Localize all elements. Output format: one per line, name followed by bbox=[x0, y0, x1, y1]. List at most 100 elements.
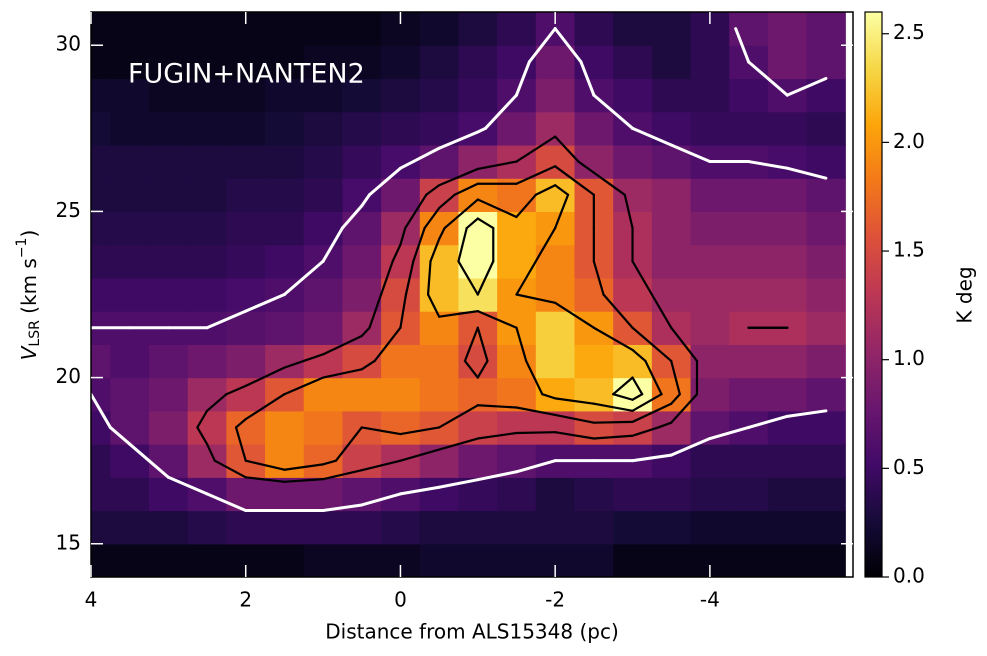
heat-cell bbox=[690, 211, 730, 246]
contour-segment bbox=[465, 217, 479, 230]
heat-cell bbox=[187, 144, 227, 179]
heat-cell bbox=[806, 377, 846, 412]
heat-cell bbox=[149, 444, 189, 478]
contour-segment bbox=[244, 293, 286, 313]
heat-cell bbox=[187, 277, 227, 312]
heat-cell bbox=[265, 477, 305, 512]
heat-cell bbox=[690, 477, 730, 512]
heat-cell bbox=[110, 543, 150, 577]
contour-segment bbox=[592, 326, 634, 351]
contour-segment bbox=[554, 165, 595, 196]
heat-cell bbox=[187, 377, 227, 412]
heat-cell bbox=[149, 111, 189, 146]
heat-cell bbox=[729, 178, 769, 213]
heat-cell bbox=[535, 111, 576, 146]
contour-segment bbox=[554, 413, 595, 424]
contour-segment bbox=[669, 437, 712, 457]
contour-segment bbox=[426, 260, 432, 296]
heat-cell bbox=[381, 45, 421, 80]
heat-cell bbox=[110, 344, 150, 379]
heat-cell bbox=[729, 344, 769, 379]
heat-cell bbox=[303, 477, 344, 512]
heatmap bbox=[91, 12, 846, 577]
heat-cell bbox=[690, 78, 730, 113]
y-label-part: ) bbox=[17, 230, 41, 238]
contour-segment bbox=[429, 238, 441, 263]
heat-cell bbox=[535, 277, 576, 312]
contour-segment bbox=[579, 60, 596, 97]
heat-cell bbox=[265, 410, 305, 445]
heat-cell bbox=[110, 277, 150, 312]
heat-cell bbox=[110, 178, 150, 213]
heat-cell bbox=[729, 510, 769, 545]
x-tick-label: 2 bbox=[239, 588, 252, 612]
heat-cell bbox=[497, 12, 537, 46]
contour-segment bbox=[476, 198, 518, 219]
heat-cell bbox=[419, 12, 460, 46]
y-axis-label: VLSR (km s−1) bbox=[14, 230, 43, 361]
heat-cell bbox=[458, 543, 498, 577]
contour-segment bbox=[554, 431, 595, 440]
heat-cell bbox=[806, 244, 846, 279]
contour-segment bbox=[515, 260, 537, 296]
heat-cell bbox=[303, 211, 344, 246]
heat-cell bbox=[651, 477, 692, 512]
x-axis-label: Distance from ALS15348 (pc) bbox=[325, 620, 619, 644]
contour-segment bbox=[360, 193, 371, 208]
heat-cell bbox=[806, 444, 846, 478]
contour-segment bbox=[476, 326, 489, 363]
heat-cell bbox=[613, 144, 653, 179]
x-tick-label: -2 bbox=[545, 588, 565, 612]
heat-cell bbox=[729, 543, 769, 577]
colorbar-tick-label: 0.0 bbox=[893, 564, 925, 588]
heat-cell bbox=[226, 510, 266, 545]
heat-cell bbox=[342, 211, 382, 246]
heat-cell bbox=[187, 211, 227, 246]
x-tick-label: 0 bbox=[394, 588, 407, 612]
contour-segment bbox=[631, 393, 663, 412]
heat-cell bbox=[651, 12, 692, 46]
contour-segment bbox=[592, 420, 634, 424]
contour-segment bbox=[282, 259, 325, 296]
heat-cell bbox=[226, 211, 266, 246]
heat-cell bbox=[690, 510, 730, 545]
contour-segment bbox=[650, 293, 673, 329]
heat-cell bbox=[149, 178, 189, 213]
heat-cell bbox=[187, 543, 227, 577]
heat-cell bbox=[265, 211, 305, 246]
heat-cell bbox=[226, 78, 266, 113]
heat-cell bbox=[767, 12, 808, 46]
heat-cell bbox=[187, 12, 227, 46]
heat-cell bbox=[458, 12, 498, 46]
heat-cell bbox=[91, 45, 111, 80]
heat-cell bbox=[806, 144, 846, 179]
heat-cell bbox=[149, 144, 189, 179]
contour-segment bbox=[360, 359, 376, 371]
contour-segment bbox=[321, 334, 363, 356]
heat-cell bbox=[187, 244, 227, 279]
contour-segment bbox=[602, 293, 634, 329]
contour-segment bbox=[360, 459, 402, 472]
contour-segment bbox=[785, 166, 828, 180]
heat-cell bbox=[149, 78, 189, 113]
heat-cell bbox=[497, 477, 537, 512]
heat-cell bbox=[226, 377, 266, 412]
contour-segment bbox=[321, 368, 363, 379]
heat-cell bbox=[574, 12, 614, 46]
contour-segment bbox=[514, 60, 531, 97]
contour-segment bbox=[554, 193, 570, 230]
contour-segment bbox=[205, 393, 228, 412]
heat-cell bbox=[767, 344, 808, 379]
contour-segment bbox=[592, 260, 605, 296]
heat-cell bbox=[690, 311, 730, 345]
contour-segment bbox=[398, 160, 415, 170]
contour-segment bbox=[644, 359, 663, 396]
heat-cell bbox=[574, 111, 614, 146]
heat-cell bbox=[187, 111, 227, 146]
contour-segment bbox=[476, 404, 518, 409]
contour-segment bbox=[196, 426, 209, 446]
heat-cell bbox=[303, 45, 344, 80]
heat-cell bbox=[91, 444, 111, 478]
contour-segment bbox=[554, 301, 595, 329]
heat-cell bbox=[729, 244, 769, 279]
